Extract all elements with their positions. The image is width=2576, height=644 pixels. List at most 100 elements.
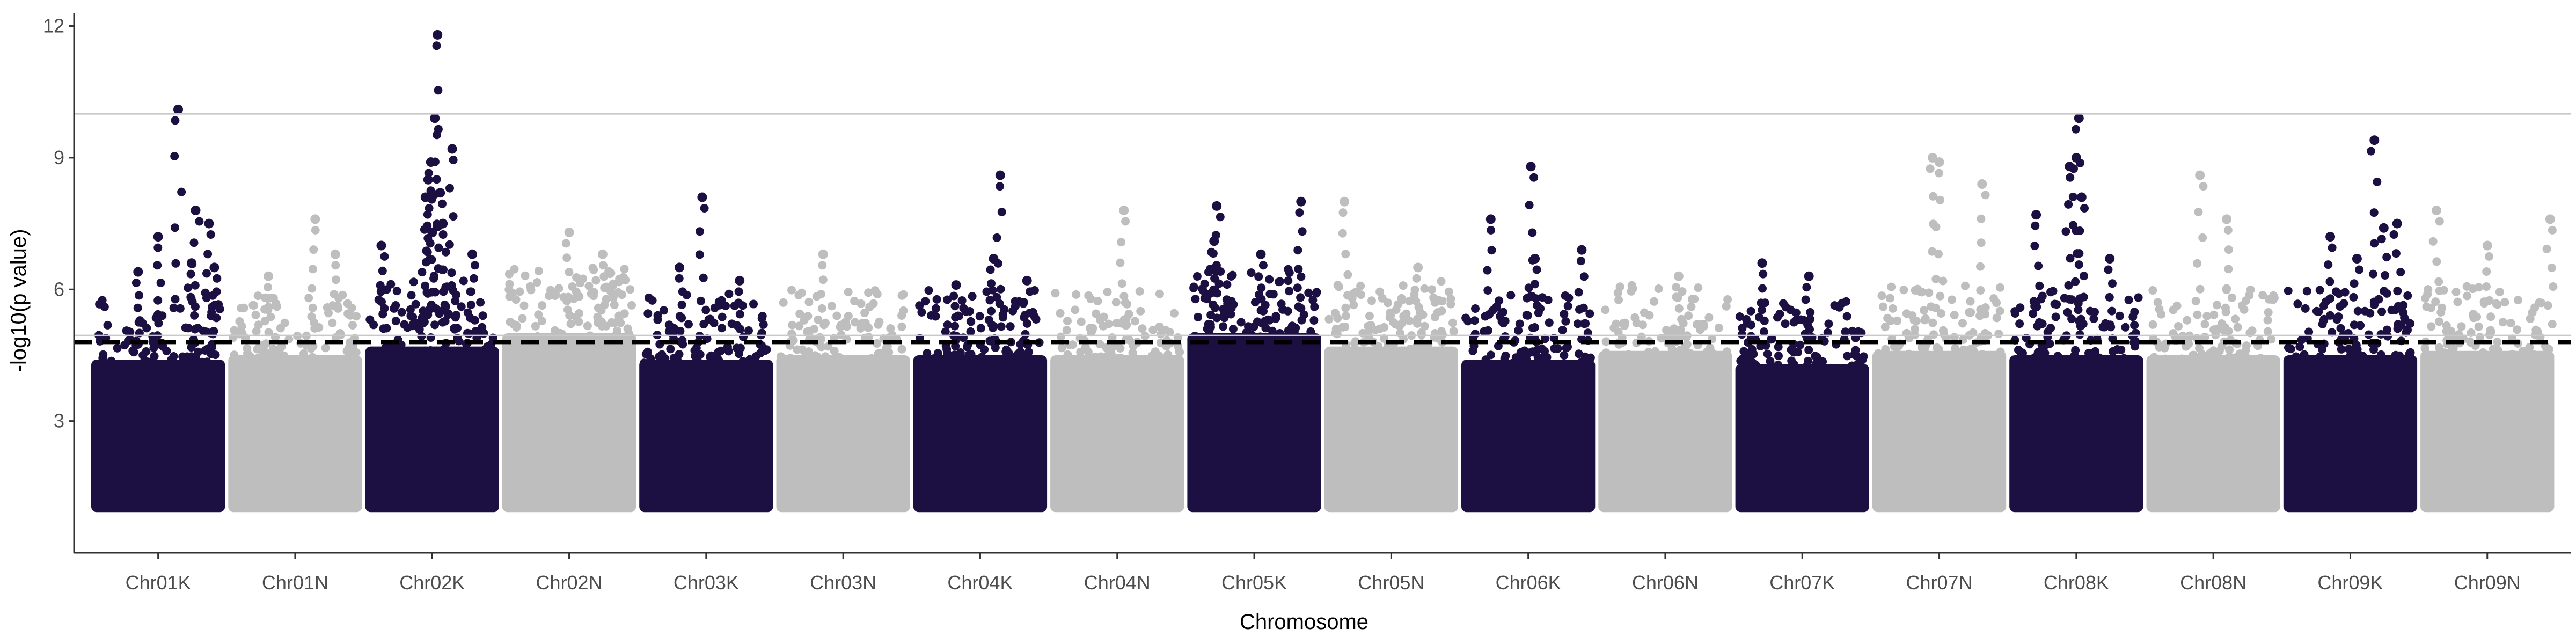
snp-point bbox=[2482, 267, 2491, 276]
snp-point bbox=[1600, 362, 1609, 371]
snp-point bbox=[2404, 357, 2413, 366]
snp-point bbox=[268, 354, 277, 363]
snp-point bbox=[1404, 356, 1414, 365]
snp-point bbox=[670, 372, 679, 382]
snp-point bbox=[954, 311, 963, 320]
x-tick-label: Chr09N bbox=[2454, 572, 2521, 594]
snp-point bbox=[2326, 294, 2335, 303]
snp-point bbox=[600, 283, 609, 292]
snp-point bbox=[1675, 364, 1685, 373]
snp-point bbox=[213, 274, 222, 283]
snp-point bbox=[1687, 295, 1696, 304]
snp-point bbox=[2095, 368, 2104, 377]
snp-point bbox=[2331, 287, 2340, 296]
snp-point bbox=[1284, 276, 1293, 286]
snp-point bbox=[788, 320, 797, 330]
snp-point bbox=[1163, 356, 1172, 365]
snp-point bbox=[724, 289, 734, 298]
snp-point bbox=[2449, 343, 2458, 353]
snp-point bbox=[1155, 368, 1164, 377]
snp-point bbox=[865, 303, 874, 312]
snp-point bbox=[787, 286, 796, 295]
snp-point bbox=[873, 339, 882, 348]
snp-point bbox=[714, 371, 723, 380]
snp-point bbox=[212, 313, 221, 323]
snp-point bbox=[2047, 368, 2056, 377]
snp-peak-point bbox=[995, 170, 1005, 180]
snp-point bbox=[1924, 288, 1934, 297]
snp-point bbox=[2066, 254, 2075, 263]
snp-point bbox=[2478, 348, 2487, 357]
snp-point bbox=[135, 316, 144, 325]
snp-point bbox=[153, 243, 163, 252]
snp-peak-point bbox=[2076, 192, 2087, 202]
snp-point bbox=[1794, 367, 1802, 376]
snp-point bbox=[795, 309, 804, 318]
snp-point bbox=[1899, 286, 1908, 295]
snp-point bbox=[1759, 269, 1768, 279]
snp-point bbox=[1532, 265, 1541, 274]
snp-point bbox=[1096, 352, 1105, 361]
snp-point bbox=[2068, 192, 2077, 201]
snp-point bbox=[620, 340, 630, 349]
snp-point bbox=[252, 363, 261, 372]
snp-point bbox=[1550, 366, 1560, 375]
snp-point bbox=[190, 311, 199, 320]
snp-point bbox=[857, 361, 866, 370]
snp-point bbox=[2209, 325, 2219, 334]
snp-point bbox=[2428, 237, 2438, 246]
snp-point bbox=[2500, 298, 2509, 307]
snp-point bbox=[1487, 246, 1496, 255]
snp-point bbox=[1343, 270, 1352, 279]
chromosome-band-chr09n bbox=[2420, 350, 2555, 513]
snp-point bbox=[2071, 346, 2080, 355]
snp-point bbox=[1879, 302, 1887, 311]
snp-point bbox=[1052, 368, 1060, 377]
snp-point bbox=[1265, 275, 1274, 284]
snp-point bbox=[308, 284, 317, 293]
snp-point bbox=[1375, 287, 1385, 296]
snp-point bbox=[324, 309, 333, 318]
snp-point bbox=[434, 86, 443, 95]
snp-point bbox=[2345, 363, 2354, 372]
snp-point bbox=[445, 240, 454, 249]
x-axis-label: Chromosome bbox=[1240, 610, 1368, 634]
snp-point bbox=[1527, 363, 1536, 372]
snp-point bbox=[125, 371, 134, 380]
snp-point bbox=[599, 261, 608, 270]
snp-point bbox=[1493, 367, 1502, 376]
snp-point bbox=[786, 354, 795, 363]
snp-point bbox=[568, 282, 577, 291]
axes bbox=[69, 13, 2571, 559]
snp-point bbox=[1737, 330, 1746, 339]
snp-point bbox=[1102, 343, 1111, 352]
snp-point bbox=[757, 314, 766, 323]
snp-point bbox=[1449, 327, 1458, 336]
snp-point bbox=[2352, 341, 2361, 350]
snp-point bbox=[447, 268, 456, 277]
snp-point bbox=[2438, 303, 2446, 312]
snp-point bbox=[263, 294, 272, 303]
snp-point bbox=[2204, 357, 2213, 366]
snp-point bbox=[1488, 306, 1497, 315]
snp-point bbox=[210, 300, 219, 309]
snp-point bbox=[2148, 286, 2157, 295]
snp-point bbox=[1830, 301, 1839, 310]
chromosome-band-chr04n bbox=[1050, 355, 1184, 513]
snp-point bbox=[2183, 367, 2192, 376]
snp-point bbox=[1111, 298, 1121, 307]
snp-peak-point bbox=[2369, 135, 2380, 145]
chromosome-band-chr02k bbox=[365, 346, 499, 513]
snp-point bbox=[2350, 320, 2359, 330]
snp-point bbox=[643, 309, 653, 318]
snp-point bbox=[2104, 265, 2113, 274]
snp-point bbox=[2134, 293, 2143, 302]
snp-point bbox=[526, 286, 536, 295]
snp-point bbox=[1487, 350, 1495, 360]
snp-point bbox=[389, 345, 398, 354]
snp-point bbox=[582, 346, 591, 355]
snp-point bbox=[2220, 323, 2229, 332]
snp-point bbox=[941, 327, 950, 336]
snp-point bbox=[2259, 368, 2268, 377]
snp-point bbox=[1571, 364, 1580, 373]
